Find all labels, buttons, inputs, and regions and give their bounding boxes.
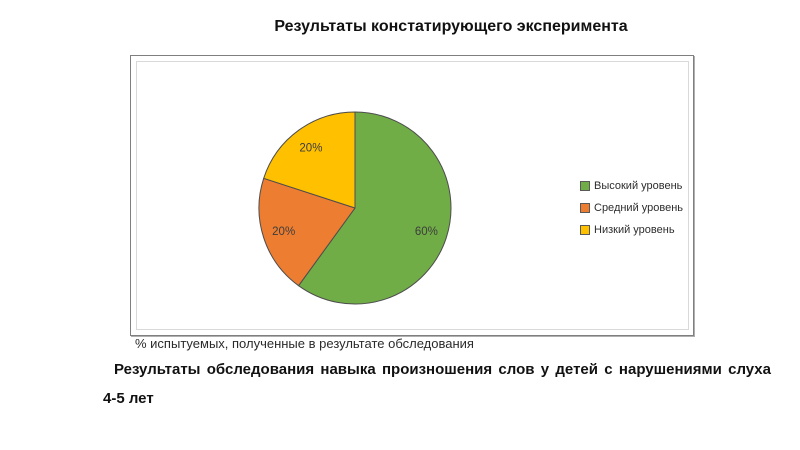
chart-plot-area: 60% 20% 20% Высокий уровень Средний уровен… [136, 61, 689, 330]
legend-swatch-icon [580, 203, 590, 213]
legend-item: Низкий уровень [580, 224, 683, 236]
legend-label: Высокий уровень [594, 180, 683, 192]
legend-label: Средний уровень [594, 202, 684, 214]
slide-body-text: Результаты обследования навыка произноше… [103, 361, 771, 408]
pie-slice-label: 20% [299, 142, 322, 154]
pie-slice-1 [258, 177, 356, 287]
pie-slice-2 [263, 111, 356, 209]
legend-swatch-icon [580, 225, 590, 235]
body-text-line2: 4-5 лет [103, 390, 154, 407]
chart-caption: % испытуемых, полученные в результате об… [135, 336, 474, 351]
legend-swatch-icon [580, 181, 590, 191]
chart-frame: 60% 20% 20% Высокий уровень Средний уровен… [130, 55, 694, 336]
pie-slice-label: 60% [415, 226, 438, 238]
pie-slice-label: 20% [272, 226, 295, 238]
legend-item: Высокий уровень [580, 180, 683, 192]
pie-slice-0 [298, 111, 452, 305]
body-text-line1: Результаты обследования навыка произноше… [114, 361, 771, 378]
legend-label: Низкий уровень [594, 224, 675, 236]
chart-legend: Высокий уровень Средний уровень Низкий у… [580, 180, 683, 246]
pie-chart: 60% 20% 20% [258, 111, 452, 305]
legend-item: Средний уровень [580, 202, 683, 214]
slide-title: Результаты констатирующего эксперимента [274, 18, 628, 35]
